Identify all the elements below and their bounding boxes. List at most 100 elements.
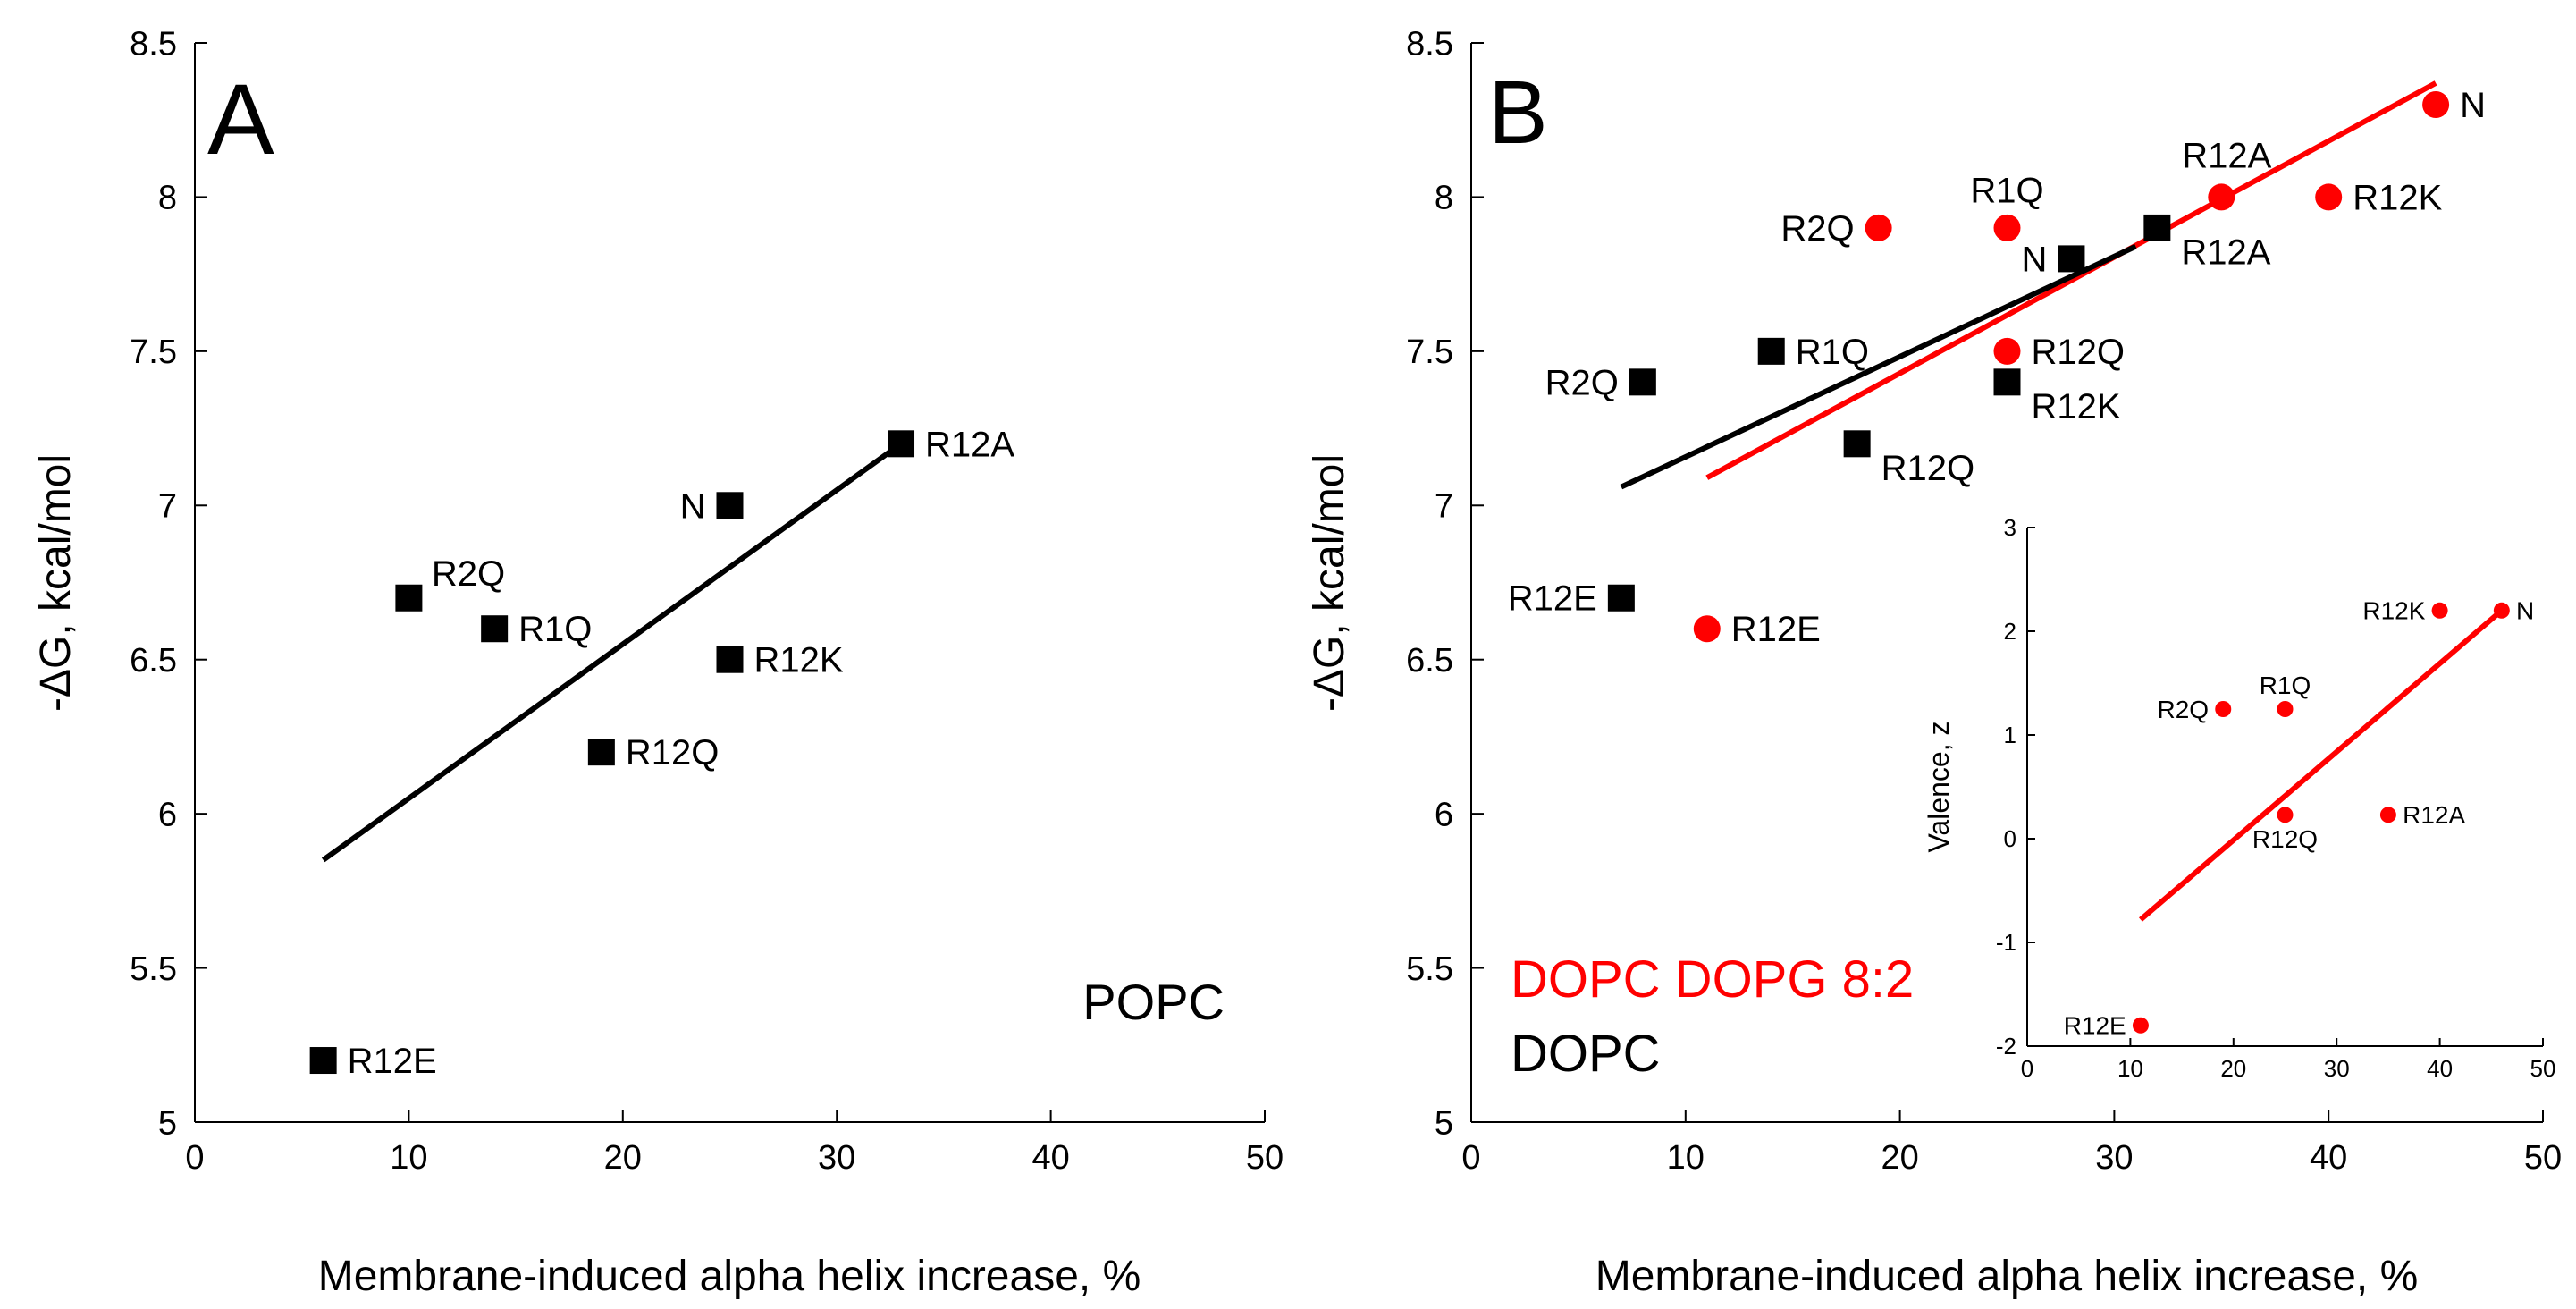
y-tick-label: 5 xyxy=(1435,1104,1453,1142)
y-tick-label: 8 xyxy=(1435,180,1453,217)
y-tick-label: 1 xyxy=(2004,722,2016,748)
data-point-square xyxy=(1607,584,1635,612)
data-point-circle xyxy=(1993,214,2021,241)
data-point-circle xyxy=(1693,615,1721,643)
data-point-circle xyxy=(2493,602,2510,619)
data-point-circle xyxy=(2208,183,2235,211)
x-tick-label: 0 xyxy=(2021,1055,2033,1082)
y-axis-label: Valence, z xyxy=(1923,721,1955,852)
data-point-label: R12Q xyxy=(2252,825,2318,853)
y-tick-label: 3 xyxy=(2004,514,2016,541)
data-point-circle xyxy=(2379,807,2396,823)
data-point-label: R1Q xyxy=(2260,671,2311,699)
data-point-circle xyxy=(2215,701,2232,717)
fit-line xyxy=(2138,608,2504,922)
data-point-label: R12K xyxy=(754,641,844,680)
data-point-label: R12E xyxy=(1731,610,1821,649)
x-tick-label: 40 xyxy=(2310,1139,2347,1177)
data-point-circle xyxy=(1993,337,2021,365)
data-point-label: R1Q xyxy=(1796,333,1869,372)
data-point-label: R12Q xyxy=(626,733,720,773)
y-tick-label: 6 xyxy=(158,796,177,833)
data-point-label: R12Q xyxy=(2032,333,2126,372)
data-point-square xyxy=(587,739,615,766)
x-tick-label: 20 xyxy=(2220,1055,2246,1082)
y-tick-label: 7.5 xyxy=(130,334,177,371)
panel-b-legend-dopc-dopg: DOPC DOPG 8:2 xyxy=(1511,950,1914,1009)
y-tick-label: 6.5 xyxy=(130,642,177,680)
data-point-label: N xyxy=(2516,597,2534,625)
y-tick-label: 2 xyxy=(2004,618,2016,645)
y-axis-label: -ΔG, kcal/mol xyxy=(32,454,80,712)
x-tick-label: 10 xyxy=(2117,1055,2143,1082)
x-tick-label: 0 xyxy=(1461,1139,1480,1177)
panel-b-legend-dopc: DOPC xyxy=(1511,1025,1661,1083)
x-tick-label: 20 xyxy=(1881,1139,1918,1177)
fit-line xyxy=(1620,243,2137,490)
y-tick-label: 7.5 xyxy=(1406,334,1453,371)
panel-a-chart: A POPC 0 10 20 30 40 50 5 5.5 6 6.5 7 7.5 8 8.5 -ΔG, k… xyxy=(32,25,1284,1300)
data-point-square xyxy=(395,584,423,612)
data-point-label: R12K xyxy=(2362,597,2425,625)
x-axis-label: Membrane-induced alpha helix increase, % xyxy=(318,1253,1141,1300)
y-tick-label: -2 xyxy=(1996,1033,2016,1060)
y-tick-label: 7 xyxy=(158,488,177,526)
y-tick-label: 7 xyxy=(1435,488,1453,526)
data-point-label: R12A xyxy=(2181,232,2270,272)
y-tick-label: 8 xyxy=(158,180,177,217)
y-tick-label: 8.5 xyxy=(130,25,177,63)
data-point-circle xyxy=(1865,214,1892,241)
x-tick-label: 30 xyxy=(2095,1139,2133,1177)
x-tick-label: 20 xyxy=(604,1139,642,1177)
data-point-label: R12E xyxy=(1508,579,1597,619)
x-tick-label: 30 xyxy=(818,1139,855,1177)
data-point-square xyxy=(2058,245,2085,273)
data-point-square xyxy=(1993,368,2021,396)
data-point-label: R12K xyxy=(2353,178,2442,217)
panel-b-inset-chart: 0 10 20 30 40 50 -2 -1 0 1 2 3 Valence, z N R12K R2Q R1Q… xyxy=(1923,514,2555,1082)
data-point-label: N xyxy=(2460,86,2486,125)
data-point-circle xyxy=(2132,1017,2149,1034)
data-point-square xyxy=(888,430,915,458)
data-point-label: R12E xyxy=(2064,1012,2126,1040)
data-point-square xyxy=(309,1047,337,1075)
data-point-square xyxy=(716,646,744,673)
panel-a-legend-popc: POPC xyxy=(1082,974,1225,1030)
fit-line xyxy=(321,441,903,863)
y-tick-label: 0 xyxy=(2004,825,2016,852)
data-point-label: N xyxy=(680,486,706,526)
x-tick-label: 10 xyxy=(1667,1139,1705,1177)
data-point-square xyxy=(2143,214,2171,241)
x-tick-label: 10 xyxy=(390,1139,427,1177)
y-tick-label: 6.5 xyxy=(1406,642,1453,680)
y-tick-label: -1 xyxy=(1996,929,2016,956)
data-point-label: R2Q xyxy=(2157,696,2209,723)
data-point-square xyxy=(481,615,509,643)
data-point-square xyxy=(1629,368,1656,396)
data-point-circle xyxy=(2431,602,2448,619)
data-point-circle xyxy=(2277,807,2294,823)
x-tick-label: 50 xyxy=(2530,1055,2556,1082)
panel-b-chart: B DOPC DOPG 8:2 DOPC 0 10 20 30 40 5055.566.5… xyxy=(1306,25,2562,1300)
data-point-square xyxy=(1757,337,1785,365)
panel-b-letter: B xyxy=(1488,63,1548,163)
data-point-square xyxy=(1843,430,1871,458)
data-point-label: R12E xyxy=(348,1042,437,1081)
x-tick-label: 40 xyxy=(1031,1139,1069,1177)
fit-line xyxy=(1705,80,2437,480)
data-point-circle xyxy=(2422,90,2450,118)
y-tick-label: 6 xyxy=(1435,796,1453,833)
data-point-label: R2Q xyxy=(432,554,505,594)
y-tick-label: 5.5 xyxy=(1406,950,1453,988)
data-point-label: R12Q xyxy=(1881,449,1975,488)
data-point-label: R2Q xyxy=(1780,209,1854,249)
data-point-label: N xyxy=(2022,240,2048,279)
data-point-circle xyxy=(2277,701,2294,717)
data-point-label: R1Q xyxy=(1970,171,2043,210)
x-tick-label: 0 xyxy=(185,1139,204,1177)
y-tick-label: 8.5 xyxy=(1406,25,1453,63)
data-point-label: R12A xyxy=(925,425,1014,464)
data-point-label: R1Q xyxy=(518,610,592,649)
data-point-square xyxy=(716,492,744,519)
